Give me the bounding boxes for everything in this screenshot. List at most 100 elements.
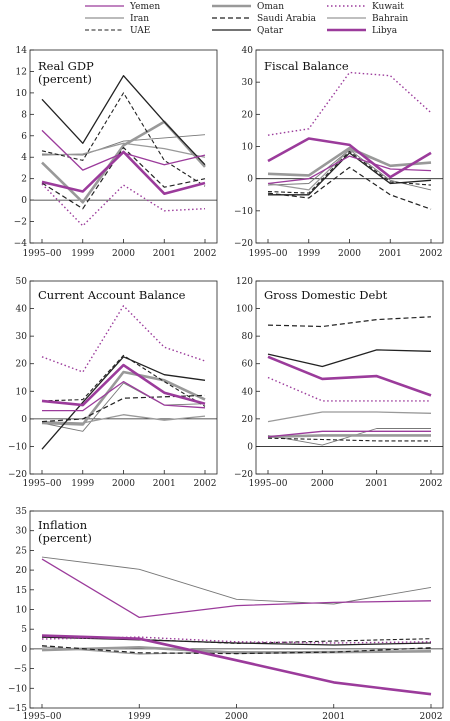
chart-title: Gross Domestic Debt bbox=[264, 288, 388, 302]
series-line-oman bbox=[41, 370, 206, 426]
chart-panel-4: −20 0 20 40 60 80 100 120 1995–00 2000 2001 2002 Gro… bbox=[234, 277, 444, 489]
y-tick-label: 30 bbox=[16, 332, 28, 342]
x-tick-label: 1995–00 bbox=[249, 479, 288, 489]
series-line-uae bbox=[267, 437, 431, 442]
y-tick-label: 30 bbox=[16, 527, 28, 537]
series-line-oman bbox=[41, 645, 432, 655]
legend-label-kuwait: Kuwait bbox=[372, 2, 404, 12]
series-line-kuwait bbox=[41, 305, 206, 373]
y-tick-label: 10 bbox=[16, 387, 28, 397]
plot-frame bbox=[255, 280, 444, 475]
y-tick-label: −15 bbox=[8, 704, 27, 714]
chart-title: Current Account Balance bbox=[38, 288, 186, 302]
y-tick-label: 10 bbox=[16, 606, 28, 616]
y-tick-label: −4 bbox=[14, 239, 28, 249]
series-line-libya bbox=[41, 634, 432, 696]
x-tick-label: 2001 bbox=[153, 479, 176, 489]
chart-panel-2: −20 −10 0 10 20 30 40 1995–00 1999 2000 2001 2002 Fi… bbox=[234, 46, 444, 259]
series-line-bahrain bbox=[41, 142, 206, 158]
y-tick-label: 20 bbox=[16, 360, 28, 370]
series-line-yemen bbox=[42, 380, 206, 412]
series-line-qatar bbox=[41, 356, 206, 450]
y-tick-label: 80 bbox=[242, 332, 254, 342]
y-tick-label: 15 bbox=[16, 586, 28, 596]
y-tick-label: 0 bbox=[21, 196, 27, 206]
series-line-qatar bbox=[41, 75, 206, 166]
y-tick-label: −10 bbox=[234, 207, 253, 217]
x-tick-label: 1999 bbox=[297, 249, 320, 259]
series-line-yemen bbox=[41, 558, 432, 619]
x-tick-label: 2001 bbox=[322, 712, 345, 721]
y-tick-label: 20 bbox=[242, 110, 254, 120]
series-line-saudi bbox=[41, 394, 206, 423]
x-tick-label: 1995–00 bbox=[23, 712, 62, 721]
x-tick-label: 2001 bbox=[365, 479, 388, 489]
legend: Yemen Oman Kuwait Iran Saudi Arabia Bahrain UA… bbox=[85, 2, 408, 36]
y-tick-label: −5 bbox=[14, 665, 28, 675]
series-line-libya bbox=[41, 363, 206, 407]
legend-label-libya: Libya bbox=[372, 26, 398, 36]
legend-label-saudi: Saudi Arabia bbox=[257, 14, 317, 24]
series-line-oman bbox=[267, 146, 432, 177]
y-tick-label: 0 bbox=[21, 645, 27, 655]
series-line-bahrain bbox=[267, 411, 432, 423]
x-tick-label: 2002 bbox=[420, 712, 443, 721]
series-line-kuwait bbox=[267, 376, 431, 402]
y-tick-label: 50 bbox=[16, 277, 28, 287]
series-line-saudi bbox=[267, 166, 432, 210]
legend-label-uae: UAE bbox=[130, 26, 150, 36]
legend-label-yemen: Yemen bbox=[129, 2, 160, 12]
x-tick-label: 2000 bbox=[338, 249, 361, 259]
y-tick-label: 40 bbox=[16, 305, 28, 315]
x-tick-label: 2002 bbox=[420, 249, 443, 259]
y-tick-label: 10 bbox=[242, 143, 254, 153]
y-tick-label: −2 bbox=[14, 218, 27, 228]
y-tick-label: 0 bbox=[247, 442, 253, 452]
x-tick-label: 2001 bbox=[153, 249, 176, 259]
chart-title: Real GDP (percent) bbox=[38, 59, 94, 86]
series-line-uae bbox=[41, 354, 206, 407]
y-tick-label: 5 bbox=[21, 625, 27, 635]
x-tick-label: 2002 bbox=[194, 479, 217, 489]
x-tick-label: 2000 bbox=[112, 479, 135, 489]
y-tick-label: 0 bbox=[247, 175, 253, 185]
chart-title: Fiscal Balance bbox=[264, 59, 349, 73]
y-tick-label: −20 bbox=[8, 470, 27, 480]
x-tick-label: 1995–00 bbox=[249, 249, 288, 259]
series-line-libya bbox=[267, 137, 432, 179]
series-line-iran bbox=[41, 382, 206, 432]
x-tick-label: 1999 bbox=[128, 712, 151, 721]
legend-label-qatar: Qatar bbox=[257, 26, 284, 36]
x-tick-label: 2000 bbox=[311, 479, 334, 489]
series-line-kuwait bbox=[267, 71, 432, 136]
y-tick-label: 4 bbox=[21, 153, 27, 163]
y-tick-label: 20 bbox=[242, 415, 254, 425]
chart-title: Inflation (percent) bbox=[38, 518, 92, 545]
y-tick-label: 35 bbox=[16, 507, 28, 517]
legend-label-iran: Iran bbox=[130, 14, 149, 24]
y-tick-label: 120 bbox=[236, 277, 253, 287]
y-tick-label: −10 bbox=[8, 684, 27, 694]
chart-panel-1: −4 −2 0 2 4 6 8 10 12 14 1995–00 1999 2000 2001 2002 Re… bbox=[14, 46, 218, 259]
series-line-libya bbox=[267, 355, 432, 397]
y-tick-label: 8 bbox=[21, 110, 27, 120]
x-tick-label: 2001 bbox=[379, 249, 402, 259]
y-tick-label: 40 bbox=[242, 387, 254, 397]
y-tick-label: −10 bbox=[8, 442, 27, 452]
series-line-saudi bbox=[267, 316, 432, 328]
x-tick-label: 1999 bbox=[71, 249, 94, 259]
x-tick-label: 1999 bbox=[71, 479, 94, 489]
series-line-yemen bbox=[267, 155, 432, 185]
y-tick-label: 14 bbox=[16, 46, 28, 56]
series-line-iran bbox=[41, 556, 432, 605]
series-line-saudi bbox=[41, 645, 432, 655]
x-tick-label: 2002 bbox=[194, 249, 217, 259]
legend-label-oman: Oman bbox=[257, 2, 284, 12]
y-tick-label: 25 bbox=[16, 546, 28, 556]
chart-panel-3: −20 −10 0 10 20 30 40 50 1995–00 1999 2000 2001 2002… bbox=[8, 277, 218, 489]
series-line-saudi bbox=[41, 147, 206, 210]
y-tick-label: 20 bbox=[16, 566, 28, 576]
x-tick-label: 2000 bbox=[112, 249, 135, 259]
y-tick-label: −20 bbox=[234, 239, 253, 249]
